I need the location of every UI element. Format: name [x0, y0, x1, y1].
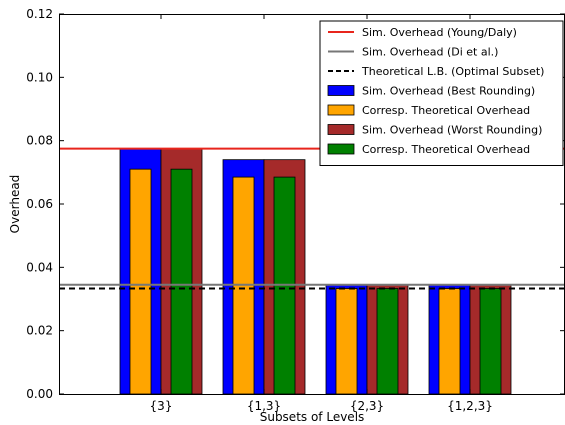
y-tick-label-0: 0.00 — [26, 387, 53, 401]
legend-swatch-4 — [327, 104, 355, 116]
y-tick-label-1: 0.02 — [26, 324, 53, 338]
legend-swatch-5 — [327, 124, 355, 135]
x-axis: {3} {1,3} {2,3} {1,2,3} — [150, 14, 493, 413]
x-axis-label: Subsets of Levels — [260, 410, 365, 424]
y-tick-label-3: 0.06 — [26, 197, 53, 211]
y-axis-label: Overhead — [8, 175, 22, 234]
x-tick-label-1: {1,3} — [247, 399, 281, 413]
legend-label-0: Sim. Overhead (Young/Daly) — [362, 26, 517, 39]
y-tick-label-6: 0.12 — [26, 7, 53, 21]
legend-label-5: Sim. Overhead (Worst Rounding) — [362, 124, 542, 137]
y-axis: 0.00 0.02 0.04 0.06 0.08 0.10 0.12 — [26, 7, 565, 401]
bar-best-inner-2 — [335, 288, 358, 395]
bar-best-inner-3 — [438, 288, 461, 395]
legend-label-3: Sim. Overhead (Best Rounding) — [362, 85, 535, 98]
bar-worst-inner-2 — [376, 288, 399, 395]
legend-label-4: Corresp. Theoretical Overhead — [362, 104, 530, 117]
bar-best-inner-0 — [129, 168, 152, 395]
x-tick-label-3: {1,2,3} — [447, 399, 493, 413]
legend-box — [319, 20, 564, 166]
y-tick-label-2: 0.04 — [26, 260, 53, 274]
legend-label-1: Sim. Overhead (Di et al.) — [362, 46, 498, 59]
bar-worst-inner-0 — [170, 168, 193, 395]
bars-layer — [119, 148, 512, 395]
bar-worst-inner-3 — [479, 288, 502, 395]
y-tick-label-5: 0.10 — [26, 70, 53, 84]
x-tick-label-2: {2,3} — [350, 399, 384, 413]
legend-label-2: Theoretical L.B. (Optimal Subset) — [361, 65, 544, 78]
legend-swatch-6 — [327, 143, 355, 155]
legend: Sim. Overhead (Young/Daly) Sim. Overhead … — [319, 20, 564, 166]
y-tick-label-4: 0.08 — [26, 134, 53, 148]
x-tick-label-0: {3} — [150, 399, 173, 413]
legend-swatch-3 — [327, 85, 355, 96]
legend-label-6: Corresp. Theoretical Overhead — [362, 143, 530, 156]
